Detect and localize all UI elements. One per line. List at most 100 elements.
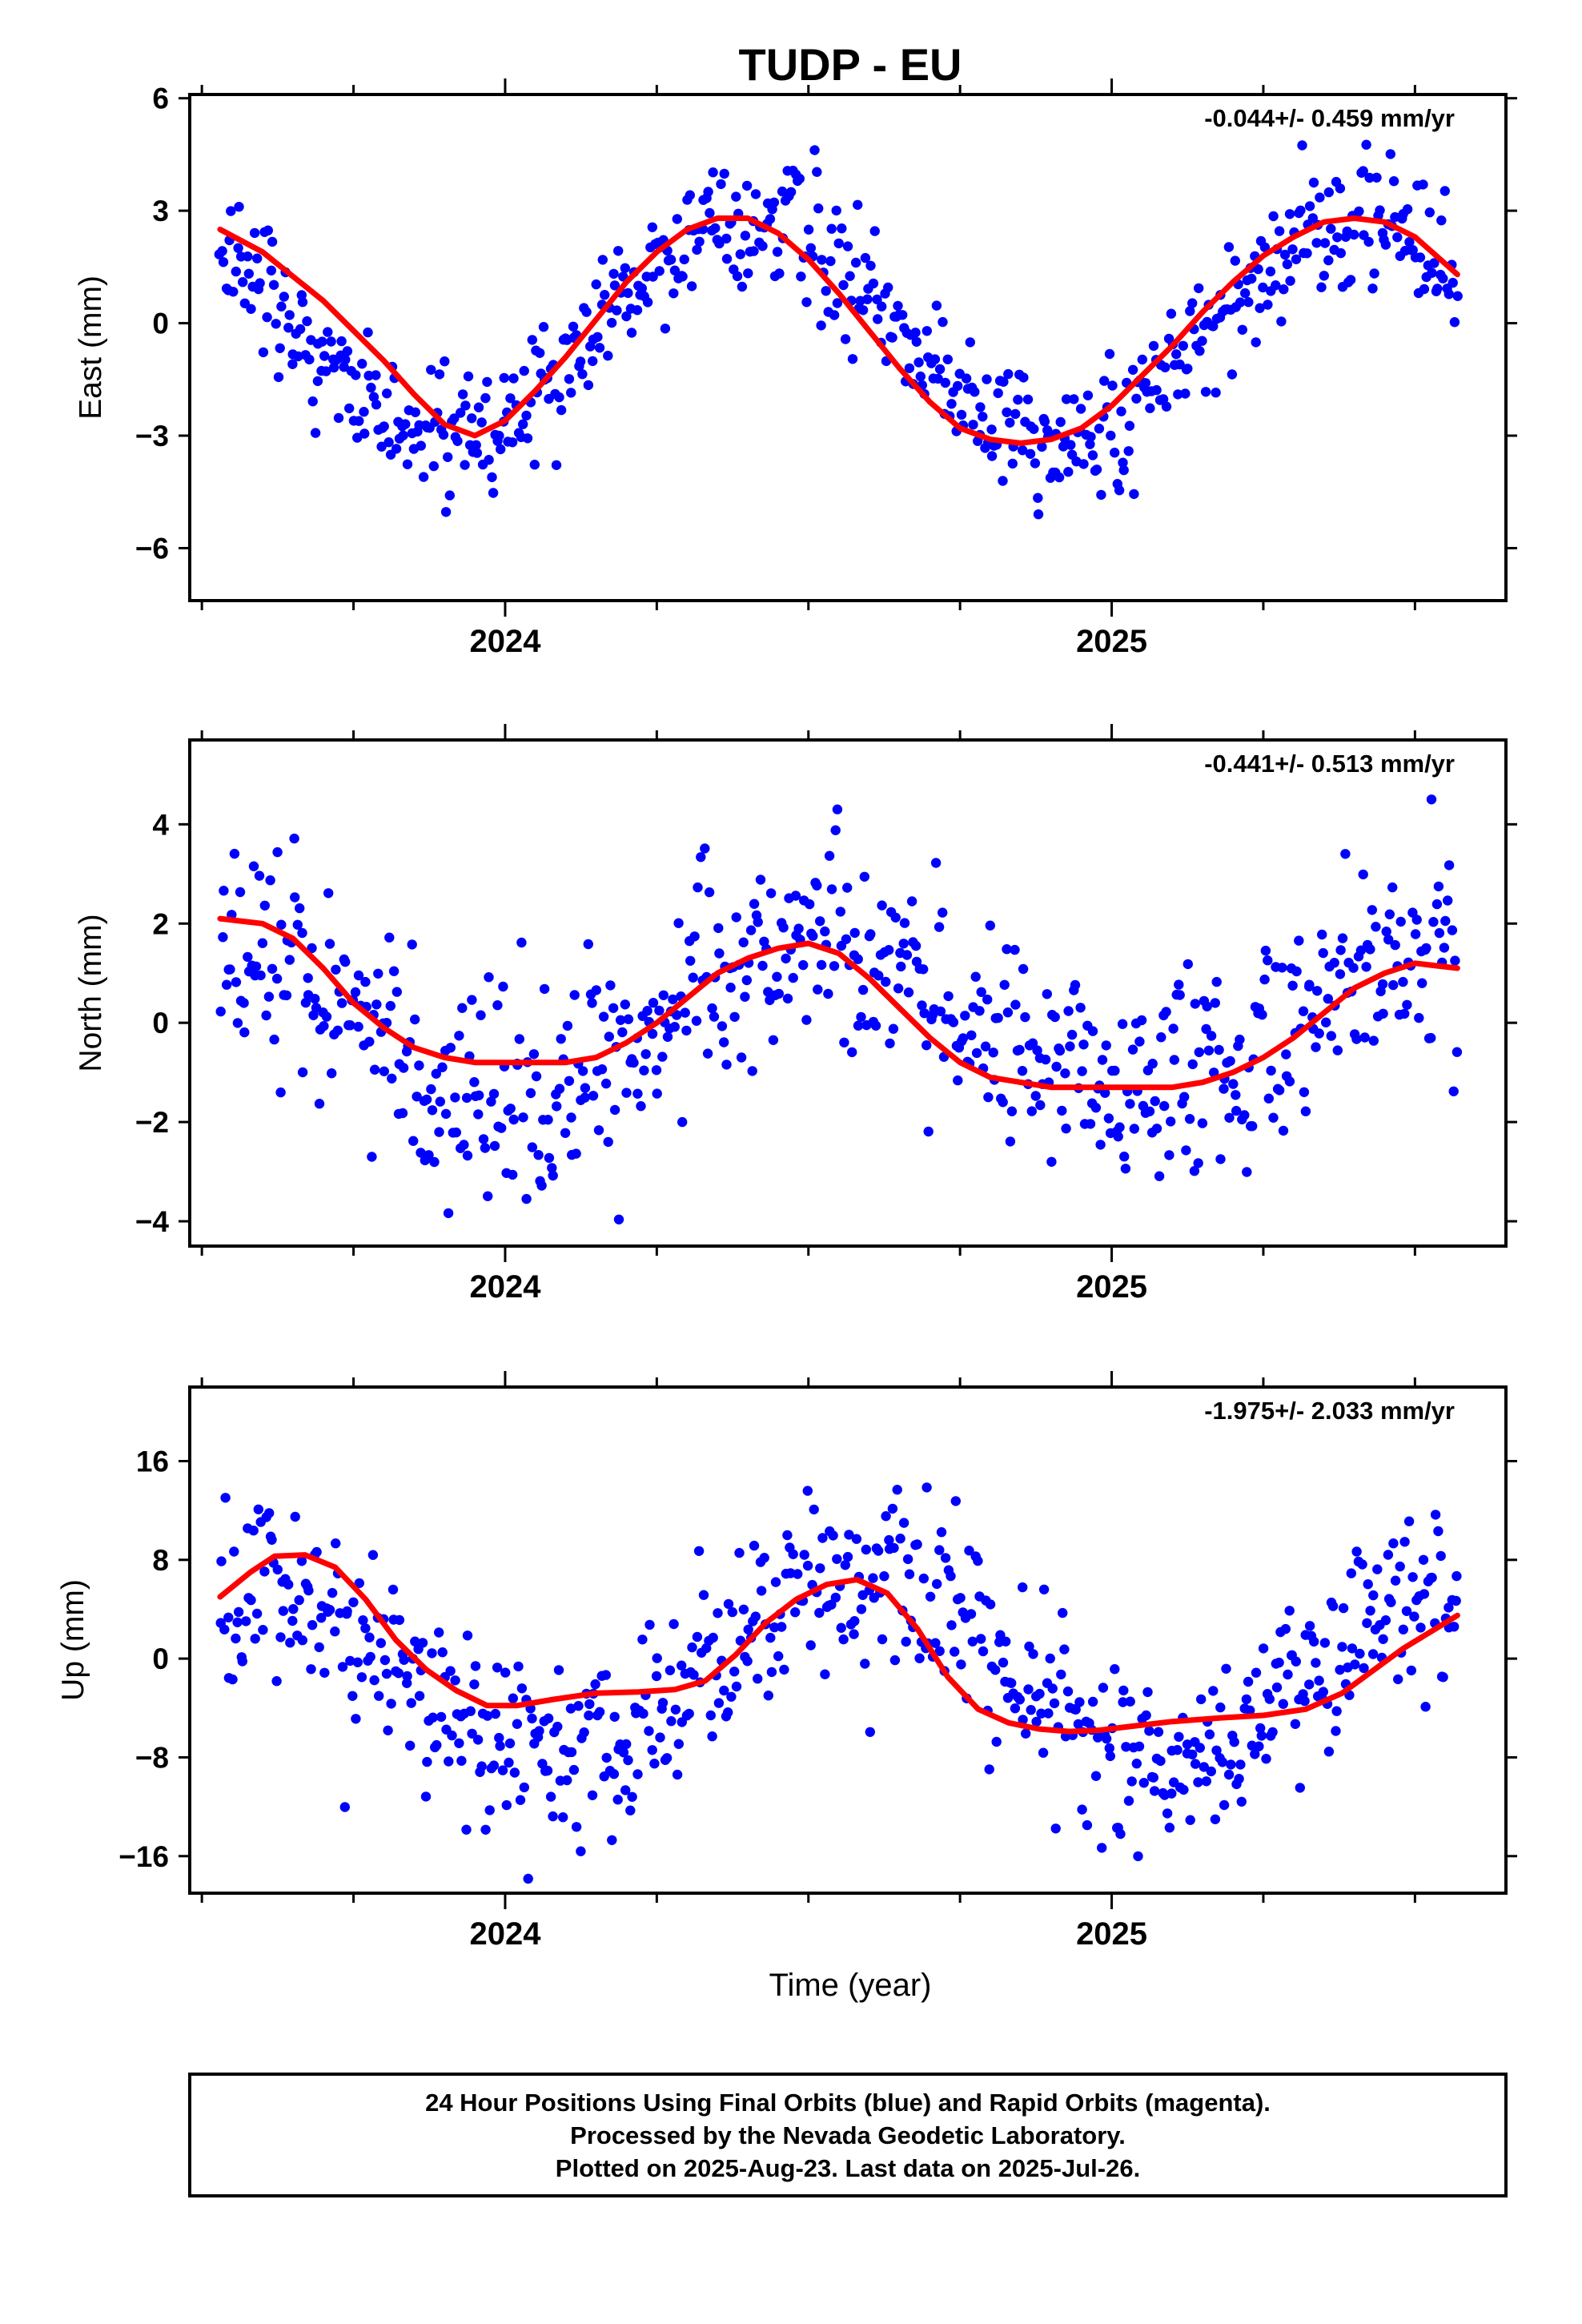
data-point [1100, 1088, 1110, 1098]
data-point [1431, 899, 1443, 910]
data-point [580, 1083, 591, 1093]
data-point [428, 1712, 438, 1723]
data-point [1161, 1007, 1171, 1017]
data-point [1155, 1755, 1166, 1767]
data-point [596, 1064, 608, 1075]
data-point [292, 919, 303, 931]
data-point [508, 1114, 519, 1125]
data-point [1027, 1038, 1038, 1048]
data-point [1074, 1697, 1085, 1707]
data-point [577, 1066, 588, 1076]
data-point [410, 407, 420, 417]
data-point [669, 1022, 680, 1032]
data-point [1367, 1649, 1379, 1659]
data-point [1028, 1649, 1038, 1659]
data-point [710, 223, 721, 234]
data-point [686, 281, 697, 292]
fit-curve [217, 915, 1460, 1091]
data-point [950, 1496, 962, 1506]
data-point [978, 412, 988, 422]
data-point [1078, 459, 1089, 469]
data-point [1032, 1045, 1042, 1055]
data-point [429, 1156, 440, 1168]
data-point [584, 1699, 595, 1710]
data-point [605, 980, 616, 991]
data-point [1058, 1607, 1068, 1618]
data-point [421, 1094, 432, 1105]
data-point [1206, 1031, 1217, 1041]
data-point [814, 1607, 825, 1618]
data-point [472, 1735, 484, 1745]
data-point [339, 1802, 350, 1812]
data-point [331, 1538, 341, 1549]
data-point [932, 1578, 942, 1590]
data-point [1105, 1751, 1116, 1762]
data-point [911, 336, 922, 347]
data-point [252, 253, 263, 263]
data-point [356, 1672, 367, 1683]
data-point [668, 994, 678, 1005]
data-point [229, 1546, 239, 1557]
data-point [1380, 1615, 1391, 1626]
data-point [1304, 201, 1315, 211]
data-point [608, 1003, 619, 1014]
data-point [294, 1594, 304, 1606]
data-point [482, 376, 492, 388]
data-point [437, 1647, 448, 1658]
data-point [1118, 1697, 1128, 1707]
data-point [731, 1681, 742, 1692]
data-point [311, 1546, 322, 1558]
data-point [933, 373, 943, 384]
data-point [647, 1028, 658, 1039]
data-point [1402, 999, 1412, 1011]
data-point [769, 1622, 780, 1633]
data-point [271, 973, 283, 984]
data-point [750, 1611, 761, 1622]
data-point [225, 964, 235, 975]
data-point [1227, 369, 1238, 380]
data-point [672, 214, 682, 224]
data-point [1148, 340, 1159, 352]
data-point [1399, 1537, 1410, 1547]
data-point [657, 1698, 669, 1708]
data-point [1255, 1723, 1266, 1734]
data-point [476, 1010, 486, 1020]
data-point [1388, 979, 1399, 991]
data-point [627, 1791, 637, 1802]
data-point [956, 1659, 966, 1670]
data-point [766, 1667, 777, 1678]
data-point [571, 1822, 582, 1832]
data-point [264, 1508, 275, 1518]
data-point [756, 1586, 767, 1596]
data-point [1323, 1747, 1335, 1757]
data-point [1063, 1006, 1074, 1016]
data-point [841, 934, 852, 945]
data-point [673, 918, 684, 928]
data-point [1160, 362, 1170, 372]
data-point [1284, 1076, 1295, 1087]
data-point [901, 950, 913, 960]
data-point [566, 388, 576, 398]
data-point [813, 984, 823, 995]
data-point [1124, 420, 1135, 431]
data-point [1438, 273, 1448, 283]
fit-curve [217, 215, 1460, 446]
data-point [931, 300, 942, 311]
data-point [1159, 1100, 1170, 1112]
data-point [608, 268, 619, 279]
data-point [1321, 1017, 1331, 1027]
data-point [1338, 1602, 1349, 1614]
data-point [354, 416, 364, 426]
data-point [452, 436, 463, 446]
data-point [444, 1756, 454, 1767]
data-point [816, 320, 826, 331]
data-point [904, 1569, 915, 1579]
data-point [1211, 1745, 1222, 1755]
data-point [248, 1526, 259, 1536]
data-point [815, 1563, 825, 1574]
data-point [512, 1719, 523, 1729]
data-point [1331, 1726, 1341, 1736]
data-point [290, 1511, 300, 1522]
data-point [1018, 963, 1029, 975]
data-point [427, 1105, 438, 1116]
